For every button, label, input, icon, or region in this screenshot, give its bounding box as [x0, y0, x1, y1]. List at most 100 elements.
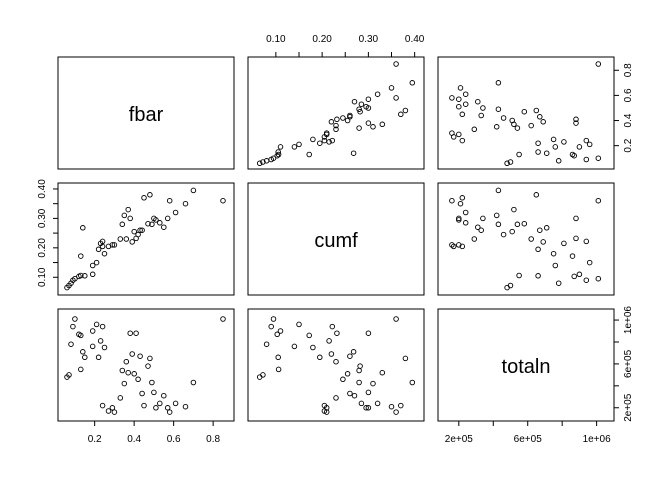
point-totaln-vs-fbar — [133, 330, 139, 336]
point-totaln-vs-cumf — [344, 371, 351, 377]
point-cumf-vs-totaln — [550, 250, 557, 257]
point-totaln-vs-fbar — [127, 330, 133, 336]
point-cumf-vs-totaln — [543, 225, 550, 231]
point-totaln-vs-cumf — [409, 379, 416, 386]
point-cumf-vs-fbar — [89, 262, 96, 269]
panel-fbar-fbar — [57, 56, 235, 170]
point-cumf-vs-totaln — [528, 236, 534, 242]
point-fbar-vs-totaln — [552, 144, 559, 150]
point-cumf-vs-totaln — [576, 271, 583, 278]
point-cumf-vs-fbar — [95, 246, 102, 253]
right-tick-label-totaln: 2e+05 — [623, 393, 634, 422]
point-fbar-vs-totaln — [459, 137, 466, 144]
point-cumf-vs-fbar — [125, 206, 131, 213]
point-fbar-vs-totaln — [550, 136, 557, 143]
point-cumf-vs-fbar — [145, 220, 151, 227]
point-cumf-vs-totaln — [449, 242, 455, 248]
point-cumf-vs-fbar — [166, 197, 173, 204]
x-tick-label-totaln: 2e+05 — [445, 434, 474, 445]
point-totaln-vs-fbar — [190, 379, 197, 386]
point-totaln-vs-cumf — [326, 338, 332, 344]
point-fbar-vs-cumf — [351, 98, 358, 105]
point-totaln-vs-fbar — [101, 344, 108, 351]
point-totaln-vs-fbar — [111, 409, 118, 415]
point-fbar-vs-totaln — [478, 112, 484, 119]
point-totaln-vs-cumf — [347, 353, 353, 359]
point-totaln-vs-cumf — [402, 355, 409, 362]
point-cumf-vs-totaln — [569, 253, 576, 259]
top-tick-label-cumf: 0.40 — [405, 34, 425, 45]
point-cumf-vs-totaln — [493, 212, 500, 219]
point-cumf-vs-totaln — [478, 227, 484, 233]
point-fbar-vs-cumf — [356, 125, 362, 131]
point-cumf-vs-fbar — [182, 200, 189, 207]
point-fbar-vs-totaln — [528, 122, 534, 129]
point-cumf-vs-fbar — [172, 209, 179, 216]
point-fbar-vs-cumf — [402, 107, 409, 114]
right-tick-label-totaln: 1e+06 — [623, 306, 634, 335]
point-cumf-vs-totaln — [480, 215, 486, 222]
x-tick-label-totaln: 6e+05 — [514, 434, 543, 445]
point-fbar-vs-cumf — [370, 124, 376, 130]
point-fbar-vs-totaln — [516, 151, 522, 158]
point-fbar-vs-totaln — [583, 137, 590, 144]
point-totaln-vs-cumf — [317, 354, 323, 361]
point-cumf-vs-fbar — [147, 192, 153, 198]
point-fbar-vs-totaln — [573, 120, 579, 126]
point-totaln-vs-cumf — [291, 343, 298, 350]
point-cumf-vs-fbar — [137, 227, 143, 233]
point-totaln-vs-fbar — [129, 351, 135, 357]
point-totaln-vs-fbar — [161, 392, 167, 399]
point-cumf-vs-totaln — [573, 215, 579, 222]
point-cumf-vs-totaln — [475, 224, 481, 230]
right-tick-label-fbar: 0.8 — [623, 63, 634, 77]
point-totaln-vs-cumf — [351, 392, 358, 399]
point-cumf-vs-fbar — [80, 225, 86, 231]
point-cumf-vs-fbar — [161, 224, 167, 230]
point-cumf-vs-totaln — [573, 235, 579, 242]
point-cumf-vs-totaln — [571, 273, 577, 280]
point-fbar-vs-cumf — [393, 61, 399, 67]
point-fbar-vs-totaln — [471, 126, 478, 133]
point-cumf-vs-totaln — [561, 240, 567, 247]
point-cumf-vs-totaln — [514, 221, 521, 228]
point-fbar-vs-totaln — [537, 114, 543, 120]
point-totaln-vs-fbar — [109, 405, 116, 411]
point-fbar-vs-cumf — [317, 140, 323, 146]
point-fbar-vs-totaln — [595, 155, 602, 161]
point-fbar-vs-cumf — [310, 136, 316, 143]
point-fbar-vs-totaln — [456, 96, 462, 102]
point-cumf-vs-totaln — [595, 197, 602, 204]
point-totaln-vs-fbar — [172, 400, 179, 407]
point-fbar-vs-totaln — [540, 119, 546, 125]
point-cumf-vs-fbar — [82, 273, 88, 279]
point-fbar-vs-cumf — [363, 103, 369, 110]
point-cumf-vs-fbar — [78, 272, 84, 279]
left-tick-label-cumf: 0.10 — [37, 267, 48, 287]
point-fbar-vs-cumf — [358, 101, 365, 107]
point-totaln-vs-fbar — [135, 376, 141, 383]
point-fbar-vs-cumf — [350, 150, 357, 156]
point-cumf-vs-totaln — [511, 206, 517, 213]
diag-label-totaln: totaln — [502, 356, 551, 378]
point-totaln-vs-cumf — [334, 330, 340, 336]
panel-cumf-cumf — [247, 182, 425, 296]
point-fbar-vs-cumf — [340, 115, 346, 121]
point-totaln-vs-fbar — [182, 403, 189, 410]
point-cumf-vs-totaln — [521, 220, 528, 227]
point-totaln-vs-fbar — [66, 372, 72, 378]
point-totaln-vs-cumf — [323, 409, 330, 415]
point-fbar-vs-totaln — [583, 156, 590, 163]
point-totaln-vs-cumf — [398, 402, 404, 409]
point-cumf-vs-totaln — [456, 242, 462, 248]
point-cumf-vs-totaln — [537, 227, 543, 233]
point-totaln-vs-fbar — [220, 316, 226, 322]
point-totaln-vs-fbar — [93, 321, 100, 328]
point-cumf-vs-totaln — [533, 192, 540, 198]
point-totaln-vs-cumf — [363, 405, 369, 411]
point-fbar-vs-cumf — [356, 106, 362, 112]
point-totaln-vs-cumf — [333, 358, 339, 365]
point-cumf-vs-totaln — [462, 220, 469, 226]
point-fbar-vs-totaln — [459, 111, 466, 118]
